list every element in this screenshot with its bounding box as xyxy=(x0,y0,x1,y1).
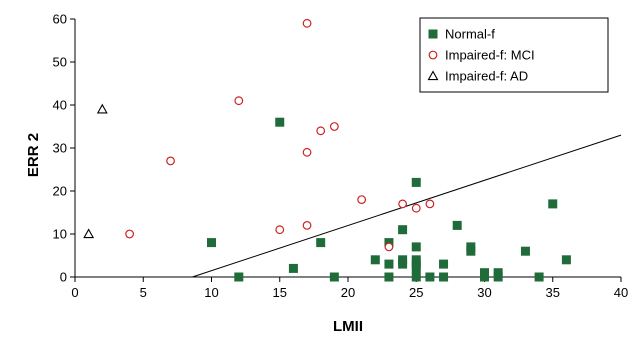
data-point-impaired-f-mci xyxy=(411,203,421,213)
x-tick-label: 40 xyxy=(614,285,628,300)
plot-area: 0 10 20 30 40 50 60 0 5 10 15 20 25 30 35 40 xyxy=(53,12,629,301)
y-tick-label: 30 xyxy=(53,141,67,156)
data-point-impaired-f-ad xyxy=(96,103,108,114)
data-point-normal-f xyxy=(384,259,394,269)
y-tick-label: 10 xyxy=(53,227,67,242)
legend-label: Impaired-f: AD xyxy=(445,69,528,84)
data-point-normal-f xyxy=(520,246,530,256)
legend-label: Impaired-f: MCI xyxy=(445,48,535,63)
y-tick-label: 0 xyxy=(60,270,67,285)
data-point-impaired-f-mci xyxy=(302,18,312,28)
data-point-impaired-f-mci xyxy=(275,225,285,235)
y-tick-label: 60 xyxy=(53,12,67,27)
data-point-normal-f xyxy=(548,199,558,209)
x-tick-label: 0 xyxy=(71,285,78,300)
data-point-normal-f xyxy=(480,272,489,282)
data-point-normal-f xyxy=(466,246,476,256)
data-point-normal-f xyxy=(329,272,339,282)
data-point-normal-f xyxy=(439,272,449,282)
y-axis-title: ERR 2 xyxy=(25,133,42,177)
legend-marker xyxy=(428,50,438,60)
legend-label: Normal-f xyxy=(445,27,495,42)
x-tick-label: 30 xyxy=(477,285,491,300)
y-tick-label: 20 xyxy=(53,184,67,199)
x-tick-label: 15 xyxy=(273,285,287,300)
y-tick-label: 40 xyxy=(53,98,67,113)
data-point-normal-f xyxy=(534,272,544,282)
data-point-impaired-f-mci xyxy=(398,199,408,209)
data-point-impaired-f-mci xyxy=(166,156,175,166)
data-point-normal-f xyxy=(370,255,380,265)
x-tick-label: 5 xyxy=(140,285,147,300)
data-point-impaired-f-mci xyxy=(125,229,135,239)
data-point-normal-f xyxy=(439,259,449,269)
data-point-impaired-f-mci xyxy=(384,242,394,252)
x-tick-label: 35 xyxy=(546,285,560,300)
y-axis-title-group: ERR 2 xyxy=(25,133,42,177)
data-point-impaired-f-mci xyxy=(302,220,312,230)
data-point-normal-f xyxy=(452,220,462,230)
data-point-impaired-f-mci xyxy=(302,147,312,157)
data-point-normal-f xyxy=(316,238,326,248)
data-point-impaired-f-mci xyxy=(357,195,367,205)
data-point-normal-f xyxy=(411,272,421,282)
data-point-normal-f xyxy=(561,255,571,265)
data-point-normal-f xyxy=(493,272,503,282)
data-point-normal-f xyxy=(411,263,421,273)
legend-marker xyxy=(428,29,438,39)
data-point-normal-f xyxy=(411,177,421,187)
data-point-normal-f xyxy=(207,238,216,248)
y-tick-label: 50 xyxy=(53,55,67,70)
x-tick-label: 20 xyxy=(341,285,355,300)
legend-marker xyxy=(427,70,439,81)
data-point-normal-f xyxy=(275,117,285,127)
data-point-normal-f xyxy=(384,272,394,282)
trendline xyxy=(192,134,622,278)
data-point-impaired-f-mci xyxy=(329,122,339,131)
data-point-normal-f xyxy=(411,242,421,252)
data-point-impaired-f-mci xyxy=(316,126,326,136)
legend: Normal-f Impaired-f: MCI Impaired-f: AD xyxy=(419,17,609,93)
legend-box xyxy=(419,17,609,93)
data-point-normal-f xyxy=(398,259,408,269)
x-tick-label: 10 xyxy=(204,285,218,300)
data-point-impaired-f-ad xyxy=(83,228,95,239)
data-point-normal-f xyxy=(398,225,408,235)
data-point-normal-f xyxy=(425,272,435,282)
data-point-normal-f xyxy=(288,263,298,273)
x-axis-title: LMII xyxy=(333,318,363,335)
data-point-impaired-f-mci xyxy=(234,96,244,106)
data-point-impaired-f-mci xyxy=(425,199,435,209)
data-point-normal-f xyxy=(234,272,244,282)
x-tick-label: 25 xyxy=(409,285,423,300)
